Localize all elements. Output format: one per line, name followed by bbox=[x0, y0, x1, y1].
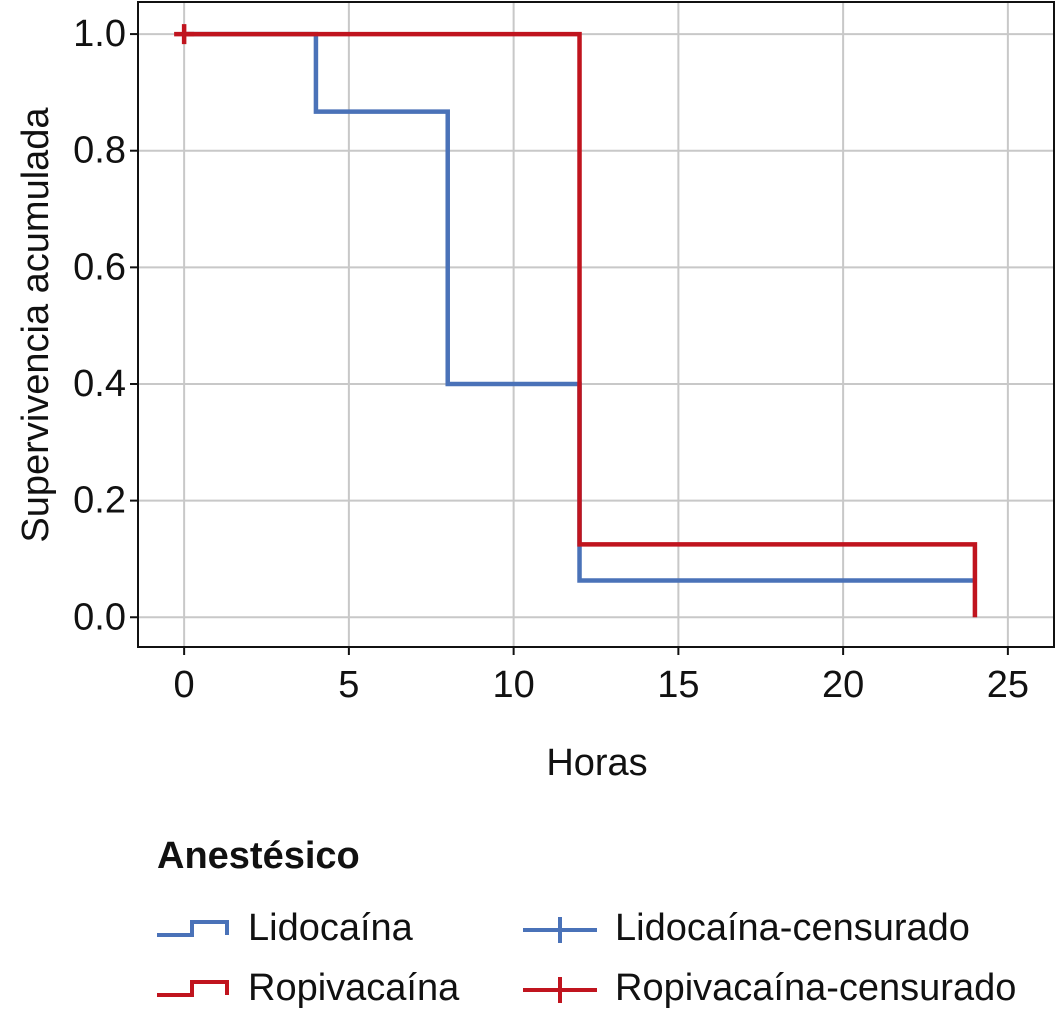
x-tick-label: 0 bbox=[174, 664, 195, 706]
x-axis-title: Horas bbox=[546, 742, 647, 784]
legend-label: Lidocaína-censurado bbox=[615, 907, 970, 949]
censor-mark bbox=[174, 24, 195, 45]
x-tick-label: 5 bbox=[338, 664, 359, 706]
survival-line bbox=[184, 31, 975, 583]
legend-title: Anestésico bbox=[157, 835, 360, 877]
x-tick-label: 10 bbox=[492, 664, 534, 706]
y-tick-label: 0.8 bbox=[73, 130, 126, 172]
y-axis-title: Supervivencia acumulada bbox=[15, 107, 57, 543]
y-tick-label: 1.0 bbox=[73, 13, 126, 55]
x-tick-label: 25 bbox=[987, 664, 1029, 706]
y-tick-label: 0.6 bbox=[73, 246, 126, 288]
y-tick-label: 0.2 bbox=[73, 480, 126, 522]
x-tick-label: 15 bbox=[657, 664, 699, 706]
y-tick-label: 0.0 bbox=[73, 596, 126, 638]
legend-key bbox=[157, 980, 229, 997]
legend-label: Lidocaína bbox=[248, 907, 414, 949]
x-tick-label: 20 bbox=[822, 664, 864, 706]
survival-line bbox=[184, 31, 978, 618]
legend-label: Ropivacaína bbox=[248, 967, 460, 1009]
y-tick-label: 0.4 bbox=[73, 363, 126, 405]
legend-key bbox=[157, 920, 229, 937]
legend-key bbox=[523, 977, 597, 1003]
plot-border bbox=[137, 1, 1055, 648]
legend-label: Ropivacaína-censurado bbox=[615, 967, 1016, 1009]
legend-key bbox=[523, 917, 597, 943]
